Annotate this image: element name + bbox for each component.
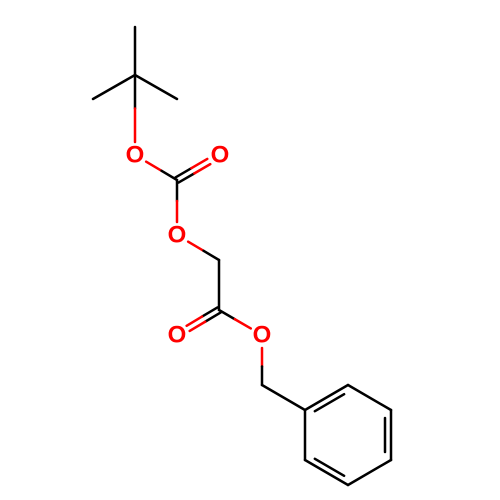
bond [235, 319, 251, 328]
bond [162, 171, 177, 180]
atom-label: O [168, 222, 187, 249]
bond [188, 242, 203, 251]
bond [146, 162, 161, 171]
chemical-structure: O O O O O [0, 0, 500, 500]
atom-label: O [211, 142, 230, 169]
bond [219, 310, 235, 319]
atom-label: O [253, 322, 272, 349]
bond [204, 251, 219, 260]
bond [135, 75, 177, 99]
bond [348, 385, 391, 410]
bond [305, 460, 348, 485]
bond [348, 460, 391, 485]
bond [93, 75, 135, 99]
bond [305, 385, 348, 410]
atom-label: O [126, 142, 145, 169]
bond [262, 385, 305, 410]
atom-label: O [168, 322, 187, 349]
